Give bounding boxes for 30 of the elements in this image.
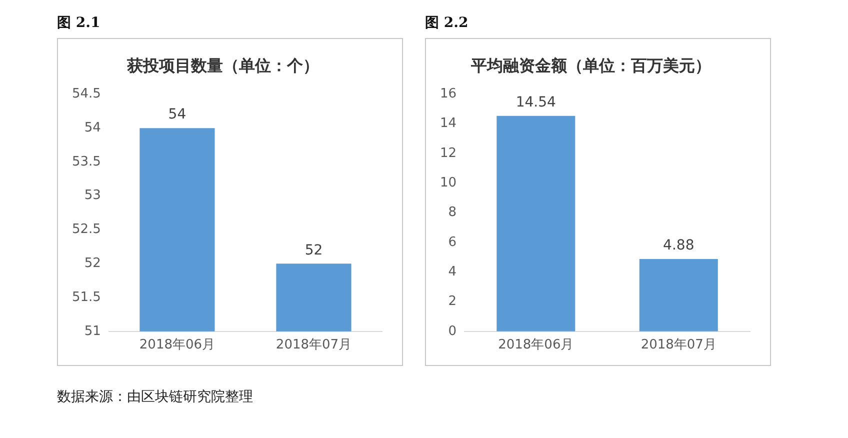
y-tick-label: 16 [440,86,457,102]
chart-title: 获投项目数量（单位：个） [126,56,319,75]
caption: 图 2.2 [425,14,470,33]
y-tick-label: 53.5 [72,154,101,170]
y-tick-label: 51.5 [72,290,101,305]
source-note: 数据来源：由区块链研究院整理 [57,388,253,406]
y-tick-label: 0 [448,324,457,339]
y-tick-label: 54.5 [72,86,101,102]
x-tick-label: 2018年06月 [498,338,574,353]
data-label: 52 [304,242,323,258]
x-tick-label: 2018年07月 [276,338,352,353]
y-tick-label: 53 [84,188,101,204]
data-label: 14.54 [516,94,556,110]
y-tick-label: 6 [448,234,457,250]
y-tick-label: 52.5 [72,222,101,238]
data-label: 4.88 [663,238,694,254]
y-tick-label: 10 [440,176,457,191]
y-tick-label: 8 [448,205,457,220]
y-tick-label: 51 [84,324,101,339]
y-tick-label: 4 [448,264,457,280]
caption: 图 2.1 [57,14,102,33]
data-label: 54 [168,106,186,123]
x-tick-label: 2018年07月 [640,338,716,353]
y-tick-label: 14 [440,116,457,132]
y-tick-label: 52 [84,256,101,272]
y-tick-label: 2 [448,294,457,310]
chart-title: 平均融资金额（单位：百万美元） [470,56,711,75]
y-tick-label: 54 [84,120,101,136]
x-tick-label: 2018年06月 [139,338,216,353]
y-tick-label: 12 [440,146,457,161]
